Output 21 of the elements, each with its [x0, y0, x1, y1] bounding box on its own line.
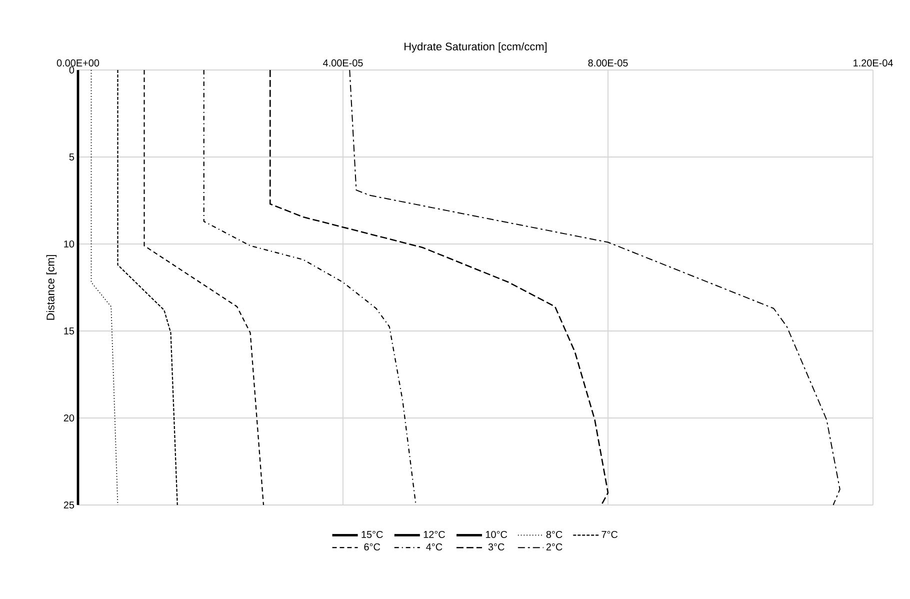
legend-label: 7°C — [602, 530, 618, 538]
legend-label: 15°C — [362, 530, 383, 538]
x-tick-label: 8.00E-05 — [588, 59, 628, 66]
legend-label: 3°C — [488, 543, 504, 550]
legend-label: 8°C — [546, 530, 562, 538]
y-tick-label: 20 — [64, 414, 74, 422]
x-tick-label: 4.00E-05 — [323, 59, 363, 66]
legend-label: 10°C — [486, 530, 508, 538]
x-tick-label: 0.00E+00 — [56, 59, 100, 66]
y-tick-label: 10 — [64, 240, 74, 248]
legend-label: 6°C — [364, 543, 380, 550]
legend-label: 4°C — [426, 543, 442, 550]
x-tick-label: 1.20E-04 — [854, 59, 893, 66]
legend-label: 12°C — [424, 530, 445, 538]
y-axis-title: Distance [cm] — [46, 255, 57, 320]
y-tick-label: 5 — [69, 154, 74, 160]
y-tick-label: 15 — [64, 328, 74, 334]
x-axis-title: Hydrate Saturation [ccm/ccm] — [404, 42, 547, 53]
legend-label: 2°C — [546, 543, 562, 550]
y-tick-label: 0 — [69, 66, 74, 74]
y-tick-label: 25 — [64, 501, 74, 509]
